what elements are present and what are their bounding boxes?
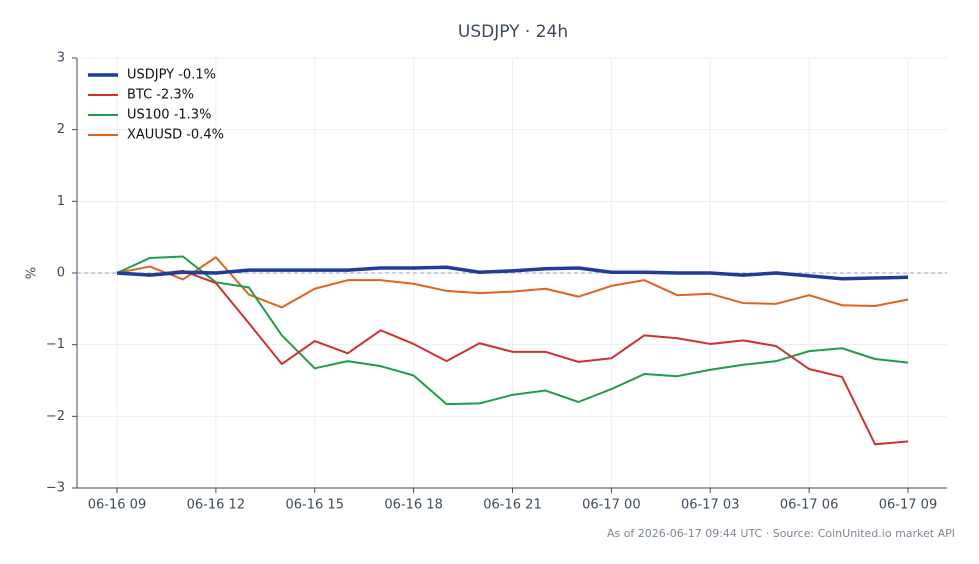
x-tick-label: 06-17 06 <box>780 498 838 513</box>
y-tick-label: −1 <box>46 337 65 352</box>
y-tick-label: 0 <box>57 266 65 281</box>
legend-label: USDJPY -0.1% <box>127 68 216 83</box>
series-line <box>116 265 909 281</box>
y-tick-label: 1 <box>57 194 65 209</box>
x-tick-label: 06-16 15 <box>286 498 344 513</box>
x-tick-label: 06-16 18 <box>384 498 442 513</box>
x-tick-label: 06-17 00 <box>582 498 640 513</box>
x-tick-label: 06-17 03 <box>681 498 739 513</box>
series-line <box>116 256 909 309</box>
y-tick-label: −3 <box>46 481 65 496</box>
y-tick-label: 3 <box>57 51 65 66</box>
y-tick-label: 2 <box>57 122 65 137</box>
series-line <box>116 269 909 446</box>
x-tick-label: 06-16 21 <box>483 498 541 513</box>
y-axis-label: % <box>25 267 40 279</box>
chart-title: USDJPY · 24h <box>458 22 568 42</box>
legend-label: XAUUSD -0.4% <box>127 128 224 143</box>
x-tick-label: 06-17 09 <box>879 498 937 513</box>
series-line <box>116 255 909 406</box>
legend-label: US100 -1.3% <box>127 108 211 123</box>
legend-label: BTC -2.3% <box>127 88 194 103</box>
y-tick-label: −2 <box>46 409 65 424</box>
x-tick-label: 06-16 12 <box>187 498 245 513</box>
footnote: As of 2026-06-17 09:44 UTC · Source: Coi… <box>607 527 955 540</box>
x-tick-label: 06-16 09 <box>88 498 146 513</box>
